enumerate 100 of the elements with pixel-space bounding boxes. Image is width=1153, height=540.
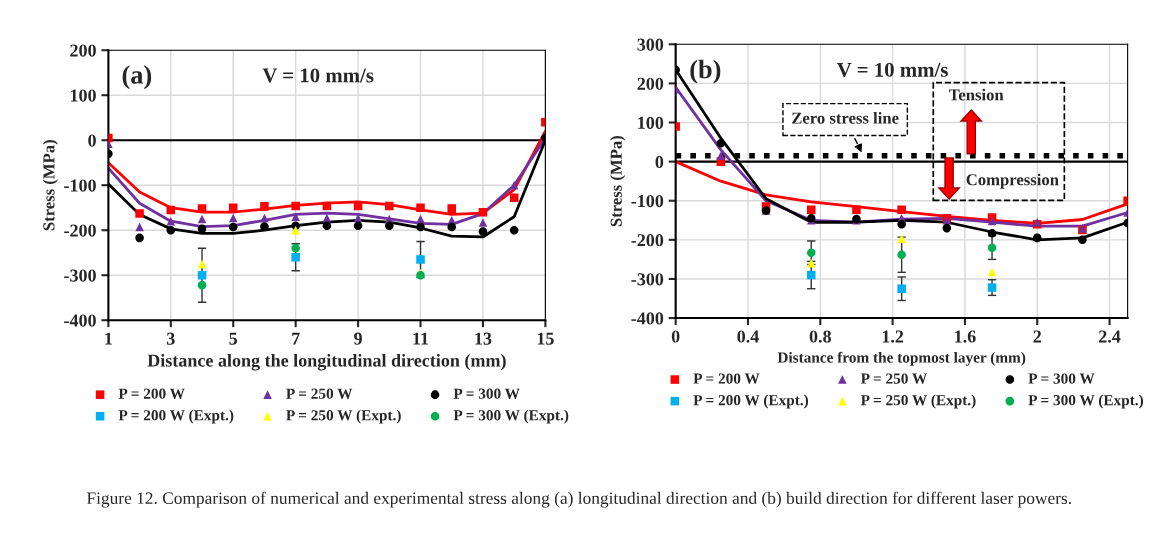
point [260, 202, 269, 211]
point [291, 243, 300, 253]
point [852, 205, 861, 214]
point [897, 234, 906, 243]
x-tick-label: 0.4 [737, 330, 759, 343]
y-tick-label: -100 [631, 194, 664, 208]
x-tick-label: 5 [229, 332, 238, 345]
y-axis-title: Stress (MPa) [610, 136, 626, 227]
point [509, 225, 519, 235]
point [416, 255, 425, 264]
y-tick-label: 200 [637, 77, 664, 90]
legend-label: P = 200 W [118, 388, 185, 399]
point [291, 201, 300, 211]
x-tick-label: 2 [1033, 330, 1041, 343]
legend-label: P = 250 W (Expt.) [286, 409, 401, 424]
x-tick-label: 0 [671, 330, 680, 343]
point [385, 221, 394, 230]
x-axis-title: Distance along the longitudinal direction (mm) [147, 353, 506, 371]
point [806, 259, 816, 268]
point [897, 250, 906, 259]
point [197, 204, 207, 213]
legend-label: P = 250 W (Expt.) [860, 394, 976, 409]
y-tick-label: -200 [631, 234, 664, 247]
point [228, 222, 238, 232]
legend-label: P = 300 W [453, 388, 520, 399]
point [385, 201, 394, 211]
x-tick-label: 13 [475, 332, 492, 345]
point [197, 280, 207, 290]
annotation: Zero stress line [792, 112, 899, 124]
y-tick-label: -100 [64, 179, 96, 192]
point [1078, 235, 1087, 245]
y-tick-label: -200 [64, 224, 96, 237]
y-tick-label: 200 [70, 44, 96, 57]
point [353, 221, 363, 230]
x-tick-label: 3 [166, 332, 175, 345]
annotation: (b) [690, 59, 721, 84]
point [716, 138, 726, 148]
point [228, 203, 238, 212]
point [447, 204, 457, 213]
y-tick-label: -300 [631, 273, 664, 286]
point [897, 284, 906, 294]
point [291, 225, 300, 235]
x-tick-label: 2.4 [1099, 330, 1121, 343]
x-tick-label: 1.2 [882, 330, 904, 343]
x-tick-label: 15 [537, 332, 554, 345]
point [228, 213, 238, 223]
annotation: Compression [966, 173, 1059, 189]
point [135, 233, 144, 243]
x-axis-title: Distance from the topmost layer (mm) [777, 351, 1026, 366]
point [987, 228, 997, 238]
legend-label: P = 250 W [286, 388, 353, 399]
point [716, 151, 726, 161]
y-tick-label: 100 [638, 116, 664, 129]
point [478, 207, 488, 217]
point [135, 209, 144, 218]
legend-label: P = 200 W [693, 373, 760, 384]
y-tick-label: -300 [64, 269, 96, 282]
y-axis-title: Stress (MPa) [42, 140, 58, 231]
x-tick-label: 9 [354, 332, 362, 345]
point [416, 203, 425, 212]
x-tick-label: 1 [105, 332, 112, 345]
point [166, 225, 176, 235]
annotation: (a) [122, 65, 152, 90]
point [806, 248, 816, 258]
y-tick-label: 0 [88, 134, 96, 147]
y-tick-label: 100 [70, 89, 96, 102]
y-tick-label: -400 [631, 312, 664, 325]
legend-label: P = 200 W (Expt.) [118, 409, 234, 424]
point [291, 252, 300, 262]
x-tick-label: 7 [292, 332, 300, 345]
point [897, 219, 906, 229]
legend-label: P = 200 W (Expt.) [693, 394, 809, 409]
legend-label: P = 300 W (Expt.) [1028, 394, 1144, 409]
point [322, 221, 332, 230]
point [897, 205, 906, 214]
x-tick-label: 1.6 [955, 330, 976, 343]
annotation: Tension [948, 88, 1004, 101]
point [987, 283, 997, 292]
legend-label: P = 300 W [1028, 373, 1095, 384]
point [806, 270, 816, 280]
caption: Figure 12. Comparison of numerical and experimental stress along (a) longitudinal direction and (b) build direction for different laser powers. [86, 491, 1071, 508]
y-tick-label: -400 [64, 314, 96, 327]
point [942, 223, 952, 233]
annotation: V = 10 mm/s [262, 68, 374, 83]
point [478, 218, 488, 227]
point [416, 222, 425, 232]
legend-label: P = 250 W [860, 373, 928, 384]
point [291, 212, 300, 221]
point [197, 270, 207, 280]
point [447, 222, 457, 232]
annotation: V = 10 mm/s [837, 62, 948, 77]
point [1032, 233, 1042, 243]
point [806, 205, 816, 214]
y-tick-label: 300 [637, 38, 664, 51]
point [987, 243, 997, 252]
legend-label: P = 300 W (Expt.) [453, 409, 569, 424]
point [260, 222, 269, 231]
x-tick-label: 11 [413, 332, 429, 345]
y-tick-label: 0 [655, 155, 664, 169]
point [166, 216, 176, 226]
